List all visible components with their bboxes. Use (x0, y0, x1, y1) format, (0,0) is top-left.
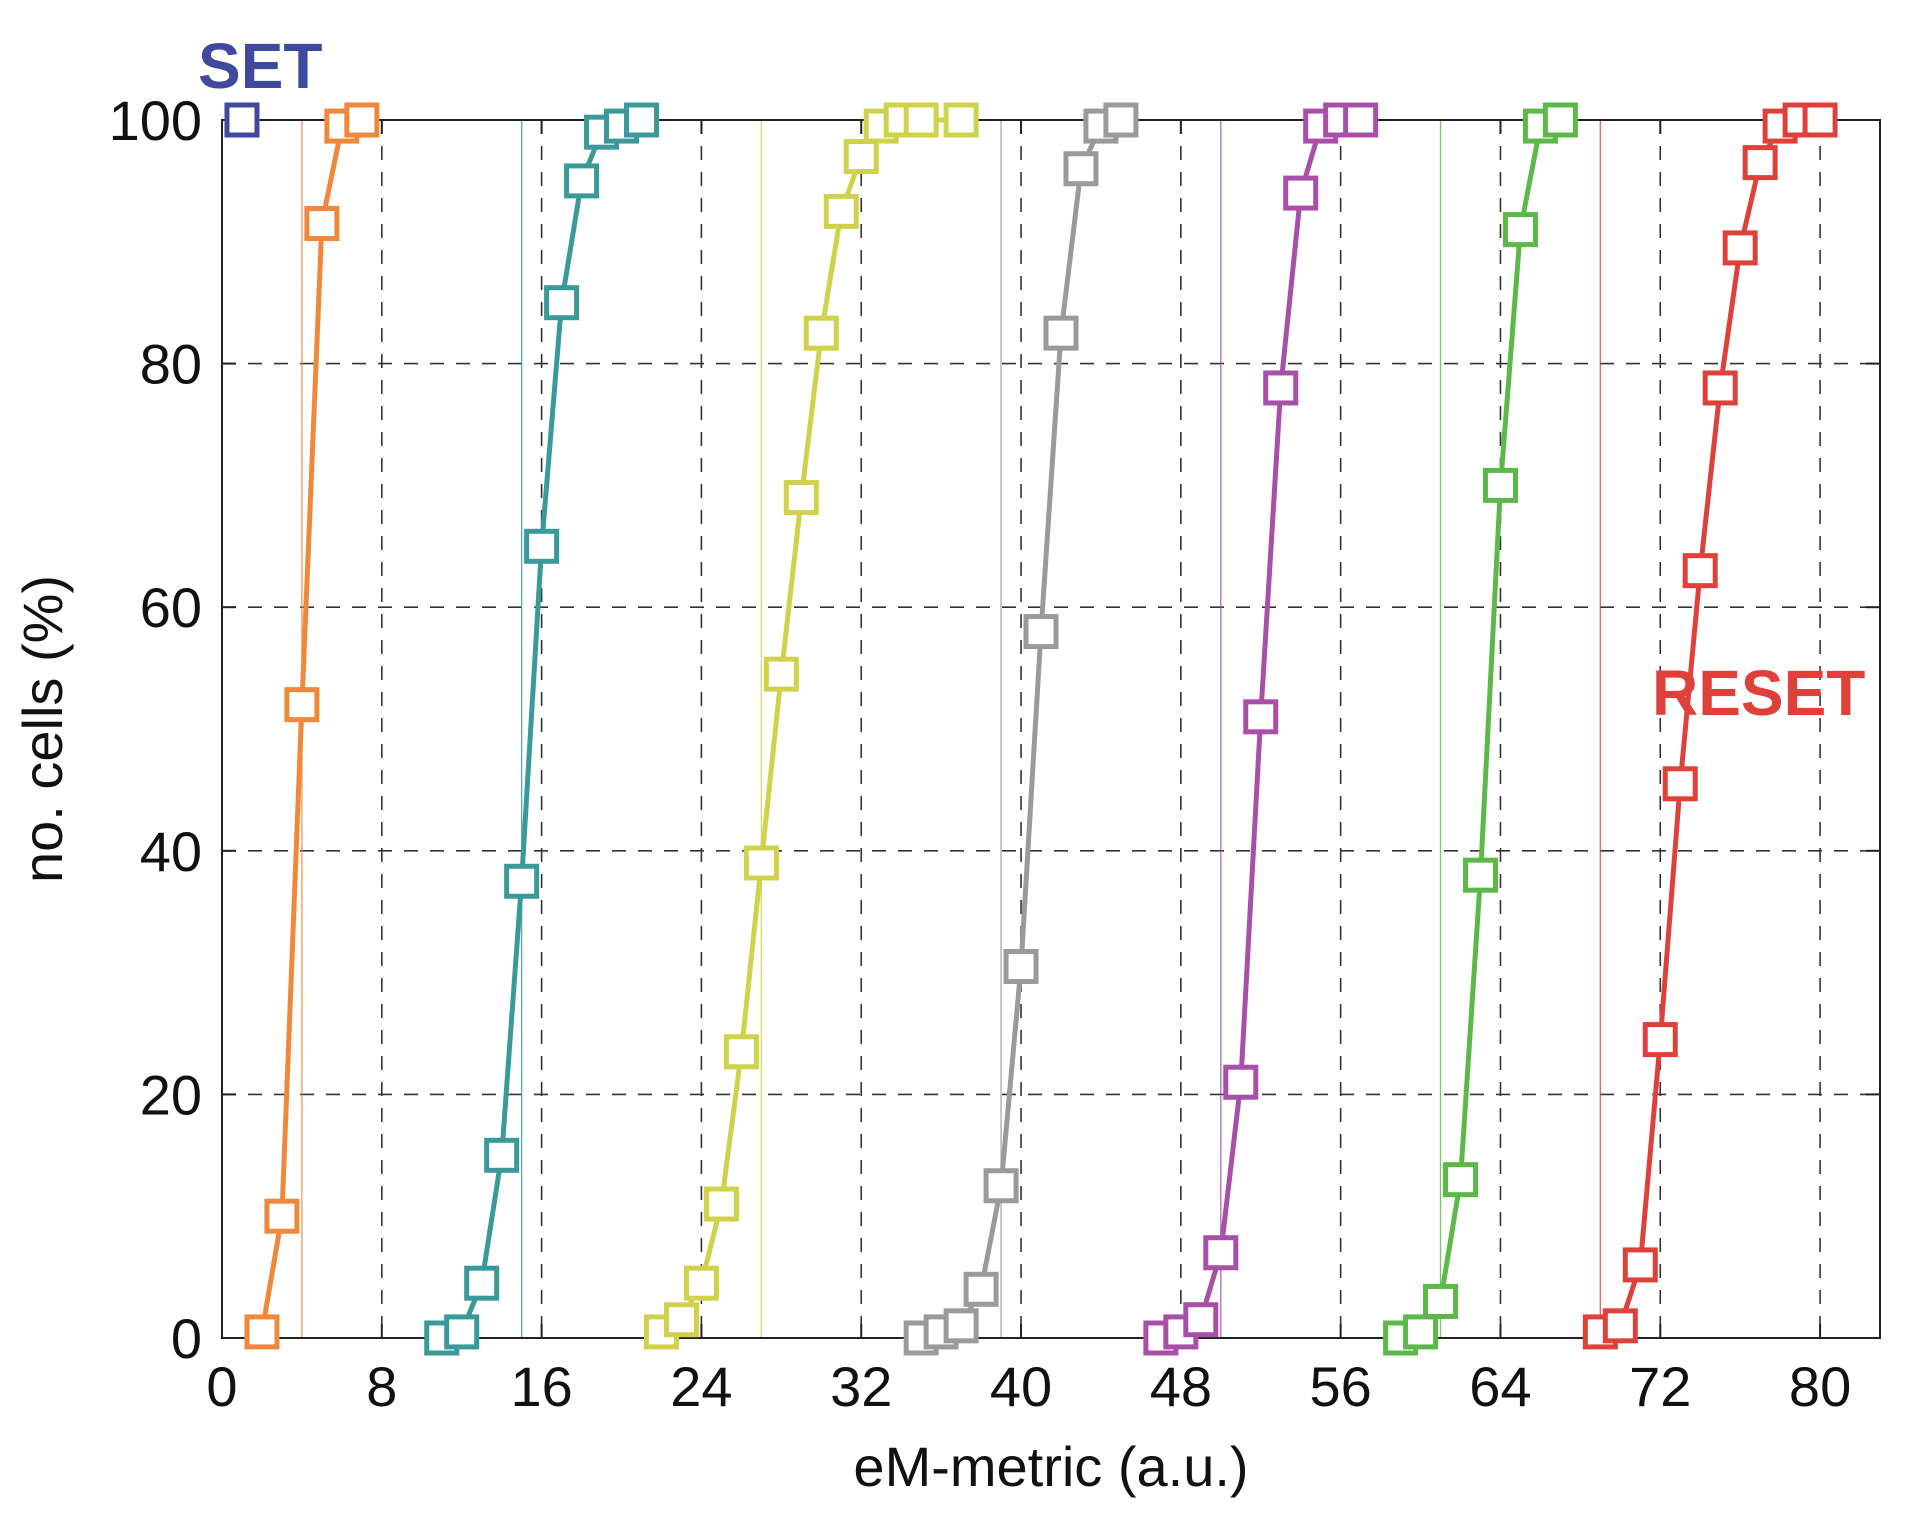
data-point (1203, 1235, 1239, 1271)
x-tick-label: 48 (1150, 1355, 1212, 1418)
x-tick-label: 56 (1310, 1355, 1372, 1418)
data-point (264, 1198, 300, 1234)
data-point (1482, 467, 1518, 503)
x-tick-label: 80 (1789, 1355, 1851, 1418)
data-point (1722, 230, 1758, 266)
series-line (1399, 117, 1562, 1341)
data-point (1502, 212, 1538, 248)
data-point (1802, 102, 1838, 138)
y-tick-label: 80 (140, 333, 202, 396)
data-point (1223, 1064, 1259, 1100)
data-point (903, 102, 939, 138)
data-point (1682, 553, 1718, 589)
data-point (304, 206, 340, 242)
data-point (743, 845, 779, 881)
data-point (244, 1314, 280, 1350)
y-tick-label: 60 (140, 576, 202, 639)
data-point (983, 1168, 1019, 1204)
reset-annotation: RESET (1652, 657, 1865, 729)
data-point (783, 480, 819, 516)
data-point (1742, 145, 1778, 181)
grid-layer (222, 120, 1880, 1338)
data-point (803, 315, 839, 351)
y-axis-title: no. cells (%) (11, 575, 74, 883)
data-point (943, 102, 979, 138)
data-point (284, 687, 320, 723)
data-point (484, 1137, 520, 1173)
data-point (663, 1302, 699, 1338)
data-point (1243, 699, 1279, 735)
data-point (1023, 614, 1059, 650)
x-tick-label: 24 (670, 1355, 732, 1418)
data-point (504, 863, 540, 899)
data-point (1602, 1308, 1638, 1344)
data-point (1103, 102, 1139, 138)
plot-frame (221, 119, 1881, 1339)
x-axis-title: eM-metric (a.u.) (853, 1435, 1248, 1498)
y-tick-label: 100 (109, 89, 202, 152)
data-point (1642, 1022, 1678, 1058)
data-point (444, 1314, 480, 1350)
data-point (1003, 949, 1039, 985)
y-tick-label: 0 (171, 1307, 202, 1370)
y-tick-label: 20 (140, 1063, 202, 1126)
x-tick-label: 64 (1469, 1355, 1531, 1418)
data-point (1662, 766, 1698, 802)
data-point (1443, 1162, 1479, 1198)
marker-layer (224, 102, 1838, 1356)
data-point (623, 102, 659, 138)
x-tick-label: 0 (206, 1355, 237, 1418)
data-point (823, 193, 859, 229)
data-point (703, 1186, 739, 1222)
y-tick-label: 40 (140, 820, 202, 883)
data-point (943, 1308, 979, 1344)
data-point (564, 163, 600, 199)
data-point (963, 1271, 999, 1307)
data-point (1283, 175, 1319, 211)
data-point (843, 139, 879, 175)
data-point (1542, 102, 1578, 138)
data-point (763, 656, 799, 692)
data-point (344, 102, 380, 138)
data-point (1263, 370, 1299, 406)
set-marker (224, 102, 260, 138)
data-point (1343, 102, 1379, 138)
data-point (1702, 370, 1738, 406)
x-tick-label: 32 (830, 1355, 892, 1418)
series-line (259, 117, 363, 1333)
x-tick-label: 8 (366, 1355, 397, 1418)
data-point (524, 528, 560, 564)
data-point (544, 285, 580, 321)
x-tick-label: 72 (1629, 1355, 1691, 1418)
tick-layer: 0 8 16 24 32 40 48 56 64 72 80 0 20 40 60 80 100 (109, 89, 1880, 1418)
data-point (1403, 1314, 1439, 1350)
data-point (683, 1265, 719, 1301)
set-annotation: SET (198, 30, 322, 102)
data-point (1622, 1247, 1658, 1283)
data-point (1183, 1302, 1219, 1338)
data-point (723, 1034, 759, 1070)
data-point (1063, 151, 1099, 187)
data-point (1462, 857, 1498, 893)
data-point (1423, 1283, 1459, 1319)
series-line (660, 117, 962, 1335)
data-point (464, 1265, 500, 1301)
x-tick-label: 16 (510, 1355, 572, 1418)
x-tick-label: 40 (990, 1355, 1052, 1418)
data-point (1043, 315, 1079, 351)
